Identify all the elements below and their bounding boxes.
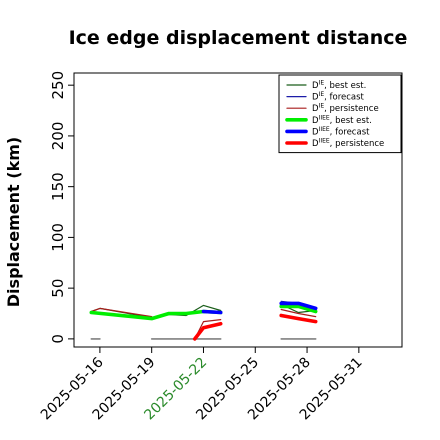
legend-base: D	[312, 93, 319, 103]
series-line-iiee-forecast	[201, 309, 223, 315]
legend-superscript: IIEE	[319, 114, 330, 121]
y-axis-label: Displacement (km)	[4, 137, 23, 307]
legend-base: D	[312, 127, 319, 137]
y-tick-label: 50	[49, 279, 67, 298]
legend-superscript: IE	[319, 91, 325, 98]
legend-superscript: IE	[319, 80, 325, 87]
x-axis: 2025-05-162025-05-192025-05-222025-05-25…	[38, 347, 366, 423]
legend-superscript: IIEE	[319, 138, 330, 145]
chart-title: Ice edge displacement distance	[69, 27, 408, 49]
series-line-iiee-best	[89, 309, 223, 321]
y-tick-label: 150	[49, 172, 67, 201]
series-line-iiee-best	[279, 304, 318, 314]
y-axis: 0 50 100 150 200 250	[49, 71, 74, 344]
legend-entry: DIIEE, forecast	[312, 126, 370, 138]
plot-frame	[73, 72, 403, 348]
y-tick-label: 250	[49, 71, 67, 100]
legend-base: D	[312, 81, 319, 91]
legend-entry: DIE, forecast	[312, 91, 365, 103]
legend-superscript: IIEE	[319, 126, 330, 133]
series-line-iiee-persistence	[279, 313, 318, 324]
legend-label: , best est.	[330, 116, 372, 126]
legend-label: , best est.	[324, 81, 366, 91]
legend-base: D	[312, 104, 319, 114]
y-tick-label: 100	[49, 223, 67, 252]
legend-label: , forecast	[330, 127, 370, 137]
series-layer	[89, 300, 318, 341]
y-tick-label: 0	[49, 334, 67, 344]
legend-entry: DIIEE, best est.	[312, 114, 372, 126]
legend-entry: DIE, persistence	[312, 103, 379, 115]
legend-label: , persistence	[324, 104, 379, 114]
legend-label: , persistence	[330, 139, 385, 149]
legend-box	[278, 74, 402, 154]
legend-superscript: IE	[319, 103, 325, 110]
series-line-iiee-forecast	[279, 301, 318, 311]
legend-base: D	[312, 139, 319, 149]
legend-entry: DIE, best est.	[312, 80, 366, 92]
series-line-ie-persistence	[280, 308, 317, 318]
legend-base: D	[312, 116, 319, 126]
legend-entry: DIIEE, persistence	[312, 138, 384, 150]
legend-label: , forecast	[324, 93, 364, 103]
series-line-iiee-persistence	[193, 321, 223, 341]
y-tick-label: 200	[49, 122, 67, 151]
series-line-ie-persistence	[90, 307, 153, 318]
